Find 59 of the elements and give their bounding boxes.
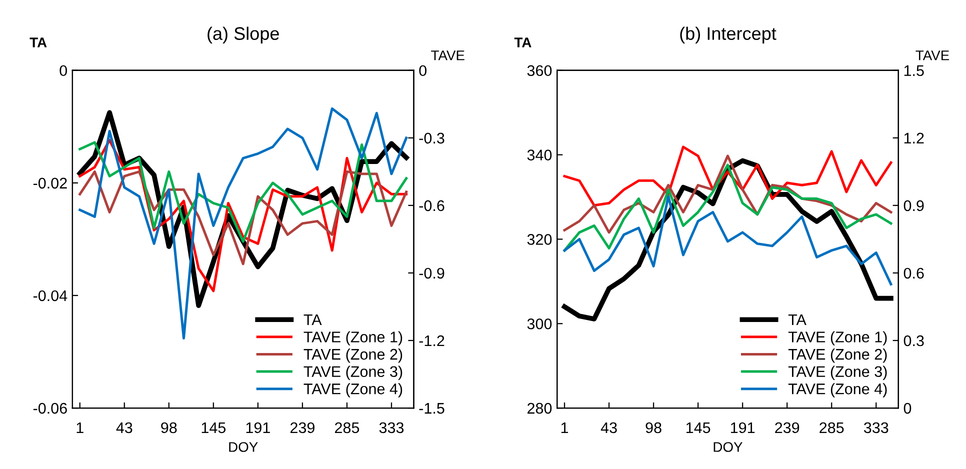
y2-tick-label: 0	[419, 65, 427, 76]
y-tick-label: -0.04	[33, 290, 68, 302]
chart-title: (a) Slope	[208, 26, 279, 44]
y2-tick-label: -0.6	[419, 200, 444, 212]
x-tick-label: 239	[290, 422, 314, 434]
legend-label: TA	[788, 314, 806, 325]
legend-label: TAVE (Zone 3)	[788, 366, 887, 380]
y2-axis-title: TAVE	[916, 50, 950, 60]
legend-label: TAVE (Zone 1)	[788, 331, 887, 346]
legend-label: TA	[304, 314, 322, 325]
y-axis-title: TA	[30, 38, 47, 48]
y-tick-label: 300	[527, 318, 552, 330]
y2-tick-label: -1.2	[419, 335, 444, 346]
y2-tick-label: 0.9	[904, 200, 924, 212]
y2-tick-label: 1.5	[904, 65, 924, 76]
y2-tick-label: 0.6	[904, 268, 924, 279]
y2-tick-label: 0	[904, 402, 912, 414]
x-tick-label: 1	[561, 422, 568, 433]
x-tick-label: 285	[334, 422, 360, 434]
x-tick-label: 145	[202, 422, 226, 434]
y-tick-label: 340	[527, 150, 552, 160]
x-tick-label: 145	[686, 422, 710, 434]
y-tick-label: -0.02	[33, 178, 67, 189]
x-axis-title: DOY	[714, 442, 742, 452]
y2-tick-label: 1.2	[904, 132, 924, 144]
legend-label: TAVE (Zone 3)	[304, 366, 402, 380]
line-series	[78, 141, 408, 243]
x-tick-label: 239	[775, 422, 800, 434]
x-tick-label: 43	[116, 422, 132, 434]
line-series	[563, 146, 892, 207]
x-tick-label: 191	[246, 422, 270, 434]
line-series	[563, 195, 892, 286]
legend-label: TAVE (Zone 4)	[788, 383, 887, 398]
y2-tick-label: -0.9	[419, 268, 444, 279]
x-tick-label: 333	[379, 422, 404, 434]
y-axis-title: TA	[514, 38, 532, 48]
y2-axis-title: TAVE	[431, 50, 464, 60]
chart-title: (b) Intercept	[680, 26, 776, 44]
y-tick-label: -0.06	[33, 402, 67, 414]
y2-tick-label: -1.5	[419, 403, 444, 414]
x-axis-title: DOY	[229, 442, 258, 452]
legend-label: TAVE (Zone 2)	[788, 348, 887, 363]
x-tick-label: 285	[820, 422, 844, 434]
x-tick-label: 98	[646, 422, 662, 434]
y-tick-label: 320	[527, 234, 552, 245]
x-tick-label: 191	[730, 422, 755, 434]
legend-label: TAVE (Zone 1)	[304, 331, 402, 346]
x-tick-label: 1	[76, 422, 84, 433]
y-tick-label: 280	[528, 402, 552, 414]
y2-tick-label: -0.3	[419, 132, 444, 144]
legend-label: TAVE (Zone 4)	[304, 383, 402, 398]
x-tick-label: 43	[600, 422, 617, 434]
y-tick-label: 0	[60, 65, 67, 76]
line-series	[563, 164, 892, 252]
y2-tick-label: 0.3	[904, 335, 924, 346]
x-tick-label: 333	[864, 422, 888, 434]
legend-label: TAVE (Zone 2)	[304, 348, 402, 363]
y-tick-label: 360	[527, 65, 552, 76]
x-tick-label: 98	[161, 422, 177, 434]
